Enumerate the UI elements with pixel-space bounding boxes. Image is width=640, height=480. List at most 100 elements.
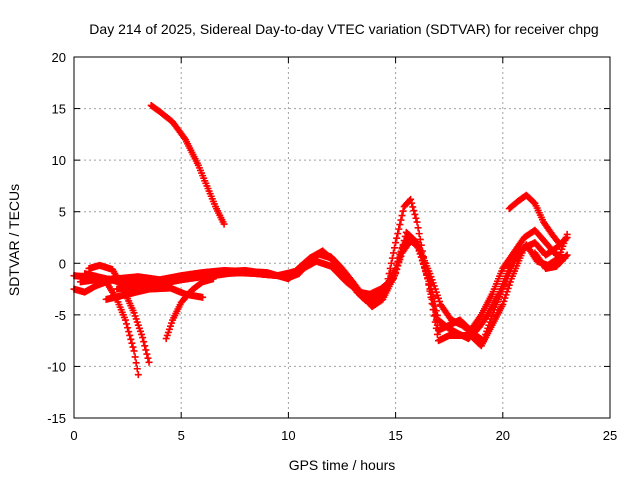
data-point: [124, 324, 132, 332]
data-point: [407, 195, 415, 203]
data-point: [133, 365, 141, 373]
data-point: [414, 224, 422, 232]
data-point: [433, 330, 441, 338]
data-point: [125, 328, 133, 336]
x-tick-label: 10: [281, 428, 295, 443]
data-point: [388, 254, 396, 262]
data-point: [126, 331, 134, 339]
data-point: [144, 354, 152, 362]
data-point: [412, 240, 420, 248]
data-point: [563, 251, 571, 259]
data-point: [396, 221, 404, 229]
y-tick-label: -5: [54, 308, 66, 323]
data-point: [132, 359, 140, 367]
data-point: [424, 274, 432, 282]
x-tick-label: 20: [496, 428, 510, 443]
data-point: [180, 134, 188, 142]
x-tick-label: 5: [178, 428, 185, 443]
data-point: [428, 288, 436, 296]
x-axis-title: GPS time / hours: [289, 457, 396, 473]
data-point: [398, 212, 406, 220]
y-tick-label: 0: [59, 256, 66, 271]
chart-title: Day 214 of 2025, Sidereal Day-to-day VTE…: [89, 21, 598, 37]
data-point: [134, 371, 142, 379]
data-point: [562, 252, 570, 260]
data-point: [429, 306, 437, 314]
data-point: [413, 218, 421, 226]
data-point: [392, 239, 400, 247]
data-point: [527, 241, 535, 249]
data-point: [394, 258, 402, 266]
data-point: [393, 261, 401, 269]
series-pass-baseline-d: [76, 234, 535, 343]
data-point: [416, 235, 424, 243]
data-point: [429, 293, 437, 301]
data-point: [389, 249, 397, 257]
data-point: [427, 285, 435, 293]
series-pass-high-15: [147, 101, 228, 228]
data-point: [425, 277, 433, 285]
y-tick-label: 5: [59, 205, 66, 220]
x-tick-label: 15: [388, 428, 402, 443]
y-tick-label: 15: [52, 102, 66, 117]
data-point: [397, 247, 405, 255]
data-point: [392, 264, 400, 272]
y-tick-label: 20: [52, 50, 66, 65]
data-point: [145, 358, 153, 366]
axis-tick-labels: 0 5 10 15 20 25 -15 -10 -5 0 5 10 15 20: [47, 50, 617, 443]
y-tick-label: 10: [52, 153, 66, 168]
data-point: [399, 207, 407, 215]
data-point: [408, 199, 416, 207]
data-point: [433, 311, 441, 319]
data-point: [141, 342, 149, 350]
data-point: [553, 237, 561, 245]
data-point: [409, 203, 417, 211]
data-point: [431, 302, 439, 310]
y-axis-title: SDTVAR / TECUs: [6, 184, 22, 296]
data-point: [123, 320, 131, 328]
y-tick-label: -15: [47, 411, 66, 426]
data-point: [128, 339, 136, 347]
data-point: [391, 244, 399, 252]
data-point: [129, 343, 137, 351]
data-point: [421, 263, 429, 271]
data-point: [142, 346, 150, 354]
data-point: [395, 254, 403, 262]
data-point: [501, 294, 509, 302]
data-point: [555, 239, 563, 247]
data-point: [426, 281, 434, 289]
data-point: [121, 316, 129, 324]
plot-frame: [73, 56, 611, 419]
axis-ticks: [73, 56, 611, 419]
data-point: [127, 335, 135, 343]
data-point: [131, 353, 139, 361]
data-point: [430, 297, 438, 305]
data-point: [140, 338, 148, 346]
data-point: [411, 210, 419, 218]
series-pass-late-7: [505, 191, 563, 247]
data-point: [387, 259, 395, 267]
data-point: [139, 334, 147, 342]
data-point: [505, 281, 513, 289]
data-point: [410, 207, 418, 215]
data-point: [415, 230, 423, 238]
data-point: [199, 293, 207, 301]
data-point: [423, 270, 431, 278]
series-pass-late-tail: [531, 249, 571, 272]
data-point: [563, 230, 571, 238]
data-point: [394, 230, 402, 238]
data-point: [143, 350, 151, 358]
data-point: [396, 251, 404, 259]
data-point: [220, 220, 228, 228]
data-marks: [70, 101, 571, 379]
data-point: [422, 267, 430, 275]
data-point: [130, 347, 138, 355]
data-point: [412, 214, 420, 222]
data-point: [395, 225, 403, 233]
x-tick-label: 0: [70, 428, 77, 443]
data-point: [500, 297, 508, 305]
x-tick-label: 25: [603, 428, 617, 443]
data-point: [499, 301, 507, 309]
data-point: [432, 307, 440, 315]
